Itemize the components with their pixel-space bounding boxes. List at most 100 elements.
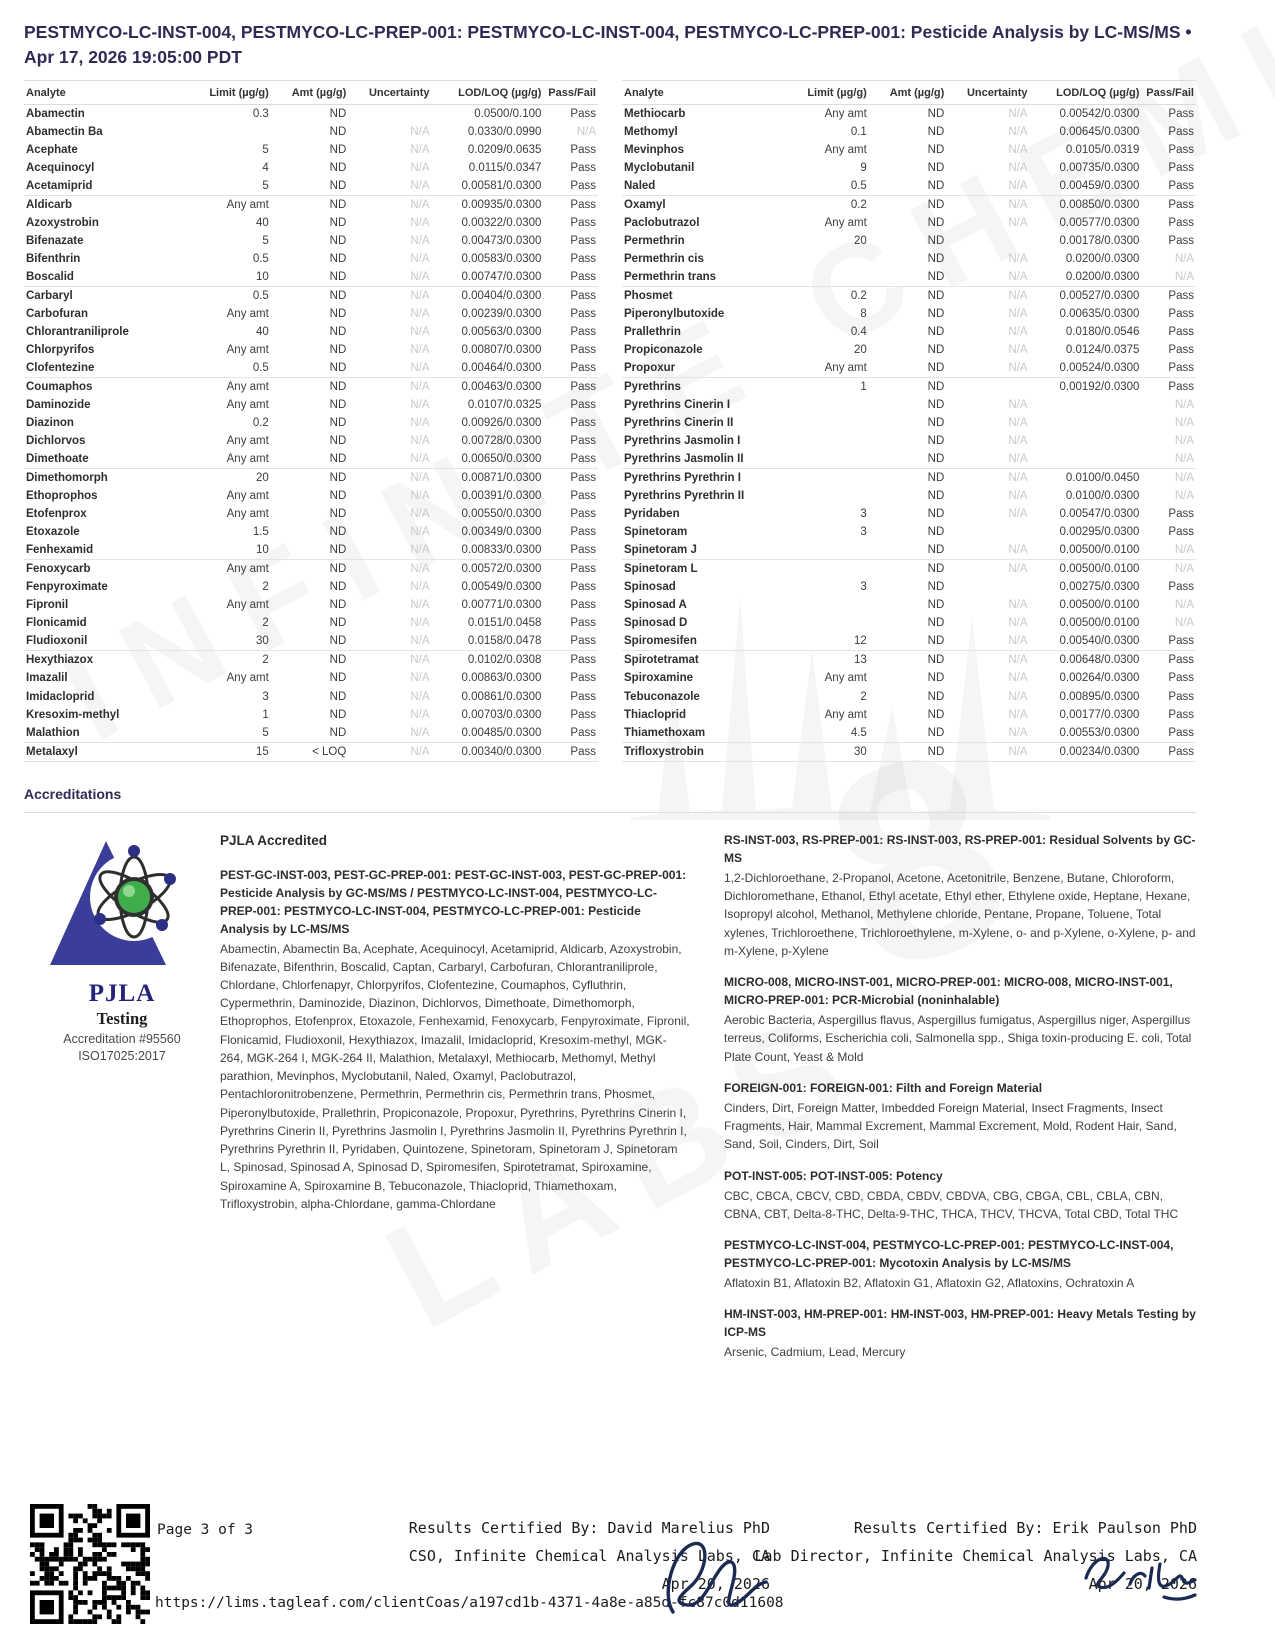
lodloq-cell: 0.0115/0.0347 (468, 162, 542, 175)
column-header-lodloq: LOD/LOQ (µg/g) (1029, 80, 1142, 105)
analyte-cell: Pyridaben (624, 508, 680, 521)
table-row: Boscalid 10 ND N/A 0.00747/0.0300 Pass (24, 268, 598, 288)
uncertainty-cell: N/A (1008, 654, 1028, 667)
lodloq-cell: 0.0124/0.0375 (1065, 344, 1140, 357)
analyte-cell: Prallethrin (624, 326, 681, 339)
lodloq-cell: 0.00463/0.0300 (461, 381, 542, 394)
passfail-cell: N/A (1174, 472, 1194, 485)
table-row: Spiroxamine Any amt ND N/A 0.00264/0.0300 Pas… (622, 669, 1196, 687)
analyte-cell: Dichlorvos (26, 435, 86, 448)
analyte-cell: Pyrethrins Pyrethrin II (624, 490, 745, 503)
analyte-cell: Acetamiprid (24, 177, 182, 197)
amt-cell: ND (329, 581, 347, 594)
uncertainty-cell: N/A (1008, 490, 1028, 503)
amt-cell: ND (270, 541, 349, 561)
passfail-cell: Pass (1141, 177, 1196, 197)
uncertainty-cell: N/A (410, 690, 430, 703)
uncertainty-cell: N/A (1008, 617, 1028, 630)
passfail-cell: Pass (570, 108, 596, 120)
passfail-cell: Pass (570, 654, 596, 667)
analyte-cell: Azoxystrobin (26, 217, 99, 230)
passfail-cell: Pass (543, 541, 598, 561)
limit-cell: 1 (262, 708, 269, 721)
amt-cell: ND (329, 654, 347, 667)
column-header-passfail: Pass/Fail (543, 80, 598, 105)
analyte-cell: Fenoxycarb (26, 563, 91, 576)
amt-cell: ND (329, 308, 347, 321)
analyte-cell: Thiacloprid (624, 708, 686, 721)
uncertainty-cell: N/A (1008, 599, 1028, 612)
amt-cell: ND (868, 450, 947, 470)
lodloq-cell: 0.00459/0.0300 (1029, 177, 1142, 197)
amt-cell: ND (927, 290, 945, 303)
amt-cell: ND (927, 308, 945, 321)
limit-cell (780, 560, 869, 579)
passfail-cell: Pass (1168, 708, 1194, 721)
analyte-cell: Myclobutanil (624, 162, 695, 175)
table-row: Thiacloprid Any amt ND N/A 0.00177/0.0300 Pas… (622, 706, 1196, 724)
uncertainty-cell: N/A (1008, 708, 1028, 721)
pjla-iso-standard: ISO17025:2017 (78, 1049, 166, 1063)
certifier-name: Results Certified By: Erik Paulson PhD (853, 1519, 1197, 1537)
amt-cell: ND (329, 472, 347, 485)
lodloq-cell: 0.00322/0.0300 (461, 217, 542, 230)
analyte-cell: Hexythiazox (26, 654, 94, 667)
limit-cell: 0.4 (850, 326, 867, 339)
limit-cell: 0.3 (252, 108, 269, 120)
passfail-cell: Pass (570, 599, 596, 612)
passfail-cell: Pass (1168, 654, 1194, 667)
lodloq-cell: 0.00895/0.0300 (1059, 690, 1140, 703)
analyte-cell: Etofenprox (26, 508, 87, 521)
lodloq-cell: 0.00500/0.0100 (1059, 563, 1140, 576)
passfail-cell: N/A (1141, 268, 1196, 288)
table-row: Pyrethrins Pyrethrin I ND N/A 0.0100/0.0450… (622, 469, 1196, 488)
table-row: Aldicarb Any amt ND N/A 0.00935/0.0300 Pass (24, 196, 598, 215)
table-row: Spinosad D ND N/A 0.00500/0.0100 N/A (622, 614, 1196, 632)
passfail-cell: Pass (1168, 308, 1194, 321)
table-row: Coumaphos Any amt ND N/A 0.00463/0.0300 Pass (24, 378, 598, 397)
table-row: Metalaxyl 15 < LOQ N/A 0.00340/0.0300 Pass (24, 742, 598, 761)
analyte-cell: Clofentezine (24, 359, 182, 379)
limit-cell: 30 (181, 632, 271, 652)
passfail-cell: Pass (1168, 526, 1194, 539)
table-row: Malathion 5 ND N/A 0.00485/0.0300 Pass (24, 723, 598, 743)
analyte-cell: Spirotetramat (624, 654, 699, 667)
accreditation-section-title: FOREIGN-001: FOREIGN-001: Filth and Fore… (724, 1080, 1043, 1095)
table-row: Chlorpyrifos Any amt ND N/A 0.00807/0.0300 Pa… (24, 341, 598, 359)
passfail-cell: N/A (576, 126, 596, 139)
analyte-cell: Carbofuran (26, 308, 88, 321)
coa-url-link[interactable]: https://lims.tagleaf.com/clientCoas/a197… (155, 1595, 784, 1611)
limit-cell: 15 (256, 745, 269, 758)
column-header-uncertainty: Uncertainty (348, 80, 432, 105)
signature-david-marelius (666, 1541, 768, 1614)
table-row: Fenoxycarb Any amt ND N/A 0.00572/0.0300 Pass (24, 560, 598, 579)
passfail-cell: N/A (1174, 435, 1194, 448)
uncertainty-cell: N/A (410, 672, 430, 685)
amt-cell: ND (329, 199, 347, 212)
uncertainty-cell: N/A (410, 199, 430, 212)
lodloq-cell: 0.00234/0.0300 (1059, 745, 1140, 758)
table-row: Daminozide Any amt ND N/A 0.0107/0.0325 Pass (24, 396, 598, 414)
limit-cell (779, 450, 869, 470)
limit-cell: 9 (860, 162, 867, 175)
amt-cell: ND (868, 268, 947, 288)
uncertainty-cell: N/A (1008, 199, 1028, 212)
lodloq-cell: 0.00935/0.0300 (461, 199, 542, 212)
limit-cell: 5 (262, 235, 269, 248)
uncertainty-cell: N/A (348, 450, 432, 470)
limit-cell: 0.2 (252, 417, 269, 430)
lodloq-cell: 0.00527/0.0300 (1059, 290, 1140, 303)
page-title: PESTMYCO-LC-INST-004, PESTMYCO-LC-PREP-0… (24, 22, 1192, 67)
table-header-row: Analyte Limit (µg/g) Amt (µg/g) Uncertai… (24, 80, 598, 105)
accreditation-section-body: CBC, CBCA, CBCV, CBD, CBDA, CBDV, CBDVA,… (724, 1188, 1179, 1221)
limit-cell: 12 (779, 632, 869, 652)
page-number: Page 3 of 3 (157, 1522, 254, 1538)
amt-cell: ND (329, 672, 347, 685)
uncertainty-cell: N/A (410, 708, 430, 721)
limit-cell: 20 (854, 344, 867, 357)
uncertainty-cell: N/A (1008, 326, 1028, 339)
passfail-cell: Pass (570, 235, 596, 248)
limit-cell: Any amt (226, 399, 269, 412)
limit-cell: Any amt (226, 308, 269, 321)
lodloq-cell: 0.00747/0.0300 (431, 268, 544, 288)
